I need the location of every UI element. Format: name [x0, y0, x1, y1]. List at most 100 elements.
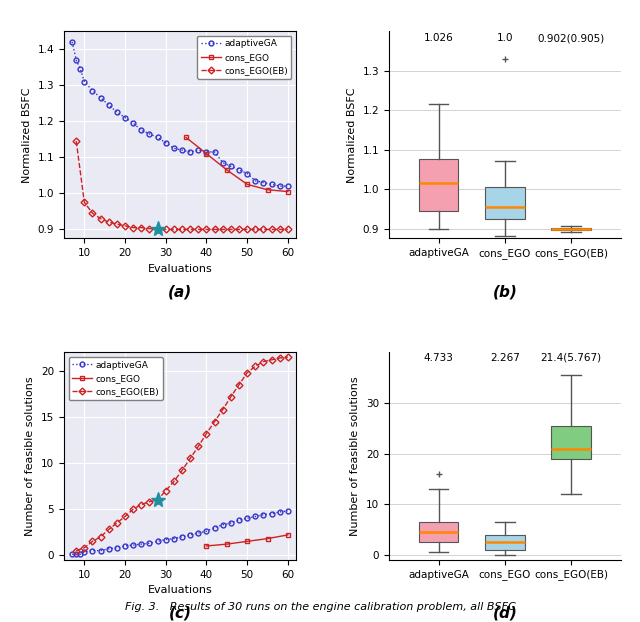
PathPatch shape	[551, 426, 591, 458]
cons_EGO(EB)	[97, 533, 104, 541]
cons_EGO	[182, 134, 190, 141]
cons_EGO(EB)	[97, 215, 104, 222]
adaptiveGA	[243, 514, 251, 522]
PathPatch shape	[419, 522, 458, 542]
adaptiveGA	[276, 182, 284, 190]
cons_EGO(EB)	[276, 355, 284, 362]
cons_EGO(EB)	[113, 220, 121, 228]
cons_EGO	[243, 180, 251, 188]
cons_EGO(EB)	[276, 226, 284, 233]
cons_EGO(EB)	[252, 226, 259, 233]
X-axis label: Evaluations: Evaluations	[148, 585, 212, 595]
adaptiveGA	[154, 134, 161, 141]
cons_EGO(EB)	[154, 226, 161, 233]
cons_EGO	[223, 166, 230, 174]
adaptiveGA	[121, 542, 129, 550]
PathPatch shape	[551, 228, 591, 230]
adaptiveGA	[81, 548, 88, 555]
adaptiveGA	[170, 144, 178, 152]
cons_EGO(EB)	[72, 547, 80, 554]
adaptiveGA	[211, 524, 218, 531]
cons_EGO(EB)	[260, 358, 268, 365]
cons_EGO(EB)	[211, 418, 218, 425]
cons_EGO	[264, 535, 271, 542]
PathPatch shape	[485, 534, 525, 550]
adaptiveGA	[76, 65, 84, 73]
cons_EGO(EB)	[243, 369, 251, 376]
adaptiveGA	[129, 541, 137, 549]
adaptiveGA	[211, 148, 218, 156]
cons_EGO(EB)	[129, 506, 137, 513]
cons_EGO(EB)	[170, 226, 178, 233]
Legend: adaptiveGA, cons_EGO, cons_EGO(EB): adaptiveGA, cons_EGO, cons_EGO(EB)	[68, 357, 163, 400]
cons_EGO(EB)	[113, 519, 121, 527]
adaptiveGA	[235, 516, 243, 524]
adaptiveGA	[138, 541, 145, 548]
cons_EGO(EB)	[162, 487, 170, 494]
adaptiveGA	[138, 126, 145, 134]
Line: cons_EGO(EB): cons_EGO(EB)	[74, 139, 291, 232]
cons_EGO(EB)	[203, 430, 211, 437]
cons_EGO(EB)	[284, 226, 292, 233]
cons_EGO(EB)	[203, 226, 211, 233]
cons_EGO	[203, 542, 211, 550]
adaptiveGA	[162, 139, 170, 147]
adaptiveGA	[252, 177, 259, 185]
cons_EGO(EB)	[105, 218, 113, 226]
Line: cons_EGO(EB): cons_EGO(EB)	[74, 355, 291, 553]
adaptiveGA	[235, 166, 243, 174]
Text: 0.902(0.905): 0.902(0.905)	[538, 33, 605, 43]
adaptiveGA	[121, 114, 129, 121]
cons_EGO	[203, 150, 211, 157]
cons_EGO(EB)	[195, 443, 202, 450]
adaptiveGA	[105, 545, 113, 552]
cons_EGO(EB)	[186, 455, 194, 462]
adaptiveGA	[260, 511, 268, 518]
Line: adaptiveGA: adaptiveGA	[70, 509, 291, 557]
cons_EGO(EB)	[219, 226, 227, 233]
adaptiveGA	[162, 536, 170, 543]
cons_EGO(EB)	[170, 478, 178, 485]
cons_EGO(EB)	[219, 406, 227, 414]
adaptiveGA	[113, 108, 121, 116]
adaptiveGA	[186, 531, 194, 539]
adaptiveGA	[113, 544, 121, 552]
Line: cons_EGO: cons_EGO	[204, 532, 291, 549]
cons_EGO(EB)	[268, 356, 275, 364]
adaptiveGA	[76, 550, 84, 558]
adaptiveGA	[268, 180, 275, 188]
cons_EGO	[284, 188, 292, 195]
cons_EGO(EB)	[162, 226, 170, 233]
Y-axis label: Normalized BSFC: Normalized BSFC	[347, 87, 357, 182]
adaptiveGA	[97, 94, 104, 101]
cons_EGO(EB)	[235, 381, 243, 389]
Line: cons_EGO: cons_EGO	[184, 135, 291, 194]
adaptiveGA	[219, 159, 227, 167]
cons_EGO(EB)	[81, 198, 88, 206]
Text: 1.026: 1.026	[424, 33, 453, 43]
cons_EGO(EB)	[178, 226, 186, 233]
adaptiveGA	[186, 148, 194, 156]
cons_EGO(EB)	[146, 225, 154, 233]
adaptiveGA	[227, 519, 235, 527]
adaptiveGA	[195, 529, 202, 537]
adaptiveGA	[268, 510, 275, 518]
cons_EGO(EB)	[121, 513, 129, 520]
cons_EGO(EB)	[211, 226, 218, 233]
cons_EGO(EB)	[154, 496, 161, 504]
Text: Fig. 3.   Results of 30 runs on the engine calibration problem, all BSFC: Fig. 3. Results of 30 runs on the engine…	[125, 601, 515, 611]
adaptiveGA	[154, 537, 161, 545]
adaptiveGA	[72, 550, 80, 558]
X-axis label: Evaluations: Evaluations	[148, 264, 212, 274]
Line: adaptiveGA: adaptiveGA	[70, 39, 291, 188]
Y-axis label: Number of feasible solutions: Number of feasible solutions	[26, 376, 35, 536]
adaptiveGA	[105, 101, 113, 109]
adaptiveGA	[68, 38, 76, 45]
adaptiveGA	[284, 507, 292, 514]
cons_EGO(EB)	[195, 226, 202, 233]
cons_EGO(EB)	[121, 222, 129, 230]
cons_EGO	[223, 541, 230, 548]
cons_EGO(EB)	[227, 226, 235, 233]
adaptiveGA	[178, 533, 186, 541]
cons_EGO(EB)	[284, 353, 292, 361]
